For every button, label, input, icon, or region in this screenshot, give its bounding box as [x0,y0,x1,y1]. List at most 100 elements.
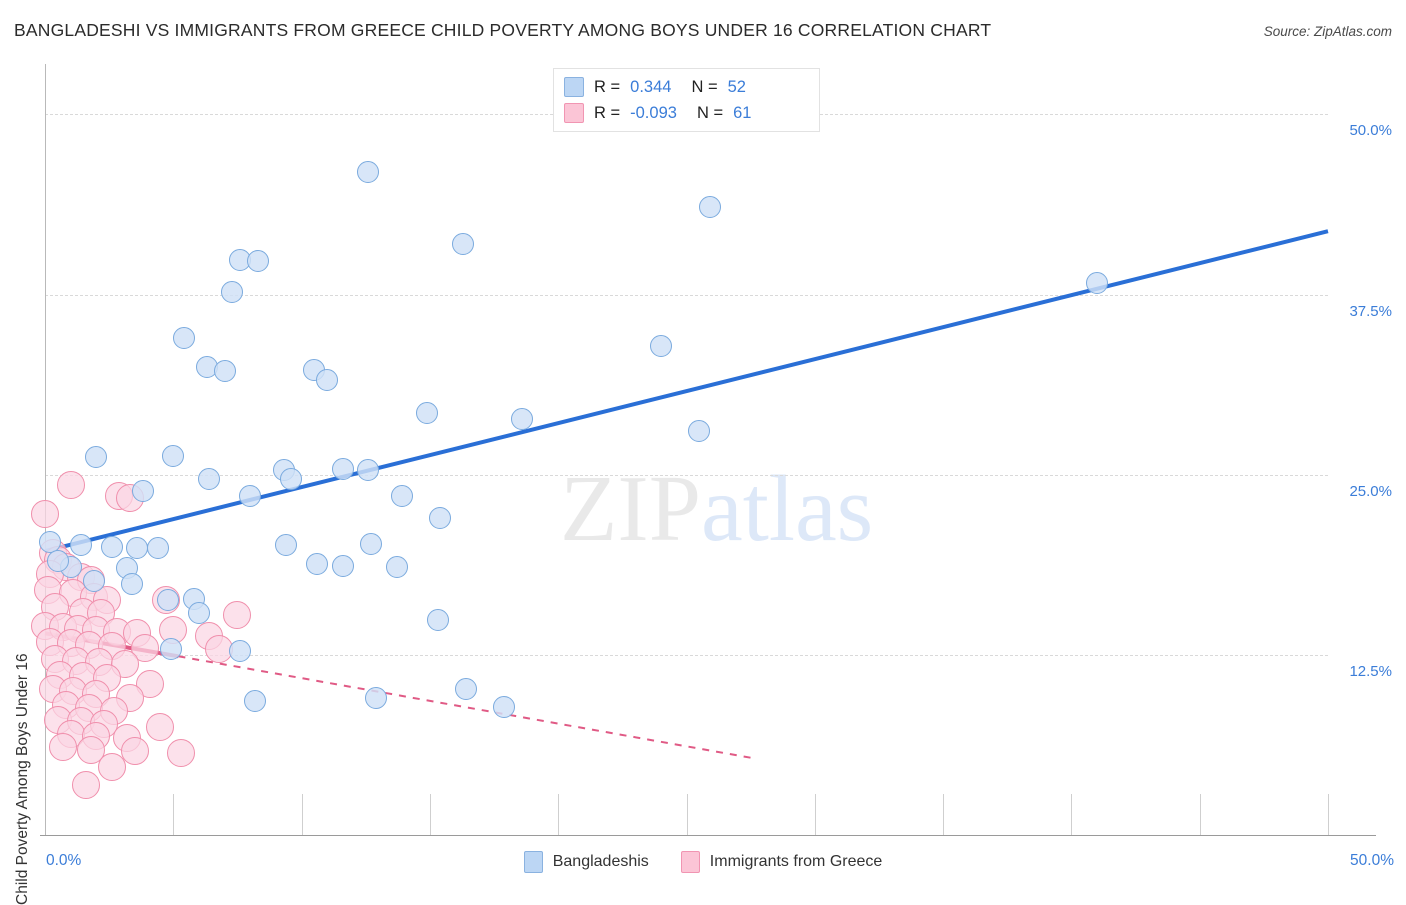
data-point [157,589,180,612]
data-point [511,407,534,430]
source-attribution: Source: ZipAtlas.com [1263,24,1392,39]
data-point [187,602,210,625]
data-point [48,733,77,762]
data-point [198,468,221,491]
data-point [246,250,269,273]
data-point [162,444,185,467]
data-point [172,326,195,349]
data-point [493,695,516,718]
data-point [454,678,477,701]
swatch-immigrants-from-greece-icon [564,103,584,123]
data-point [280,468,303,491]
data-point [31,499,59,528]
data-point [416,401,439,424]
n-label-1: N = [691,77,718,96]
data-point [275,534,298,557]
x-axis-tick [814,794,816,835]
data-point [120,737,149,766]
stats-row-bangladeshis: R = 0.344 N = 52 [564,74,746,100]
x-axis-max-label: 50.0% [1350,852,1394,869]
gridline [45,474,1328,476]
x-axis-tick [173,794,175,835]
legend-swatch-icon [523,851,543,873]
trendline-bangladeshis [44,229,1329,554]
x-axis-tick [1328,794,1329,835]
data-point [649,335,672,358]
swatch-bangladeshis-icon [564,77,584,97]
legend-item-immigrants-from-greece[interactable]: Immigrants from Greece [680,851,883,873]
legend-swatch-icon [680,851,700,873]
series-legend: Bangladeshis Immigrants from Greece [0,845,1406,879]
data-point [146,712,175,741]
data-point [97,753,126,782]
data-point [239,485,262,508]
n-label-2: N = [696,103,724,122]
y-axis-label: 25.0% [1349,482,1392,500]
trendline-dashed-immigrants-from-greece [178,655,756,760]
gridline [45,294,1328,296]
data-point [244,689,267,712]
legend-label: Immigrants from Greece [709,853,883,870]
legend-label: Bangladeshis [552,853,649,870]
x-axis-tick [558,794,560,835]
data-point [229,639,252,662]
data-point [159,638,182,661]
page-title: BANGLADESHI VS IMMIGRANTS FROM GREECE CH… [14,20,992,40]
data-point [213,359,236,382]
y-axis-label: 12.5% [1349,662,1392,680]
data-point [357,459,380,482]
data-point [698,195,721,218]
data-point [69,534,92,557]
data-point [46,550,69,573]
stats-row-immigrants-from-greece: R = -0.093 N = 61 [564,100,751,126]
correlation-stats-box: R = 0.344 N = 52 R = -0.093 N = 61 [553,68,820,132]
x-axis-tick [686,794,688,835]
data-point [305,553,328,576]
x-axis-tick [301,794,303,835]
data-point [121,573,144,596]
y-axis-label: 37.5% [1349,302,1392,320]
data-point [331,457,354,480]
x-axis-tick [1071,794,1073,835]
data-point [365,687,387,710]
x-axis-tick [943,794,945,835]
data-point [221,280,244,303]
r-label-1: R = [594,77,621,96]
data-point [452,233,475,256]
data-point [223,600,252,629]
n-value-2: 61 [733,103,752,122]
trendlines [44,229,1329,760]
y-axis-line [45,64,46,835]
r-value-2: -0.093 [630,103,677,122]
x-axis-tick [429,794,431,835]
data-point [359,532,382,555]
data-point [146,537,169,560]
data-point [688,420,711,443]
r-value-1: 0.344 [630,77,672,96]
data-point [357,161,380,184]
n-value-1: 52 [727,77,746,96]
data-point [390,485,413,508]
legend-item-bangladeshis[interactable]: Bangladeshis [523,851,649,873]
x-axis-min-label: 0.0% [46,852,82,869]
data-point [72,770,101,799]
scatter-plot-area: ZIPatlas [31,64,1376,836]
data-point [100,535,123,558]
data-point [429,506,452,529]
y-axis-label: 50.0% [1349,122,1392,140]
data-point [331,554,354,577]
x-axis-tick [1199,794,1201,835]
data-point [56,470,85,499]
data-point [82,570,105,593]
data-point [1086,272,1109,295]
data-point [85,446,108,469]
data-point [316,368,339,391]
r-label-2: R = [594,103,621,122]
data-point [131,479,154,502]
data-point [131,633,160,662]
data-point [385,555,408,578]
x-axis-line [40,835,1376,836]
data-point [166,738,195,767]
data-point [426,609,449,632]
gridline [45,654,1328,656]
